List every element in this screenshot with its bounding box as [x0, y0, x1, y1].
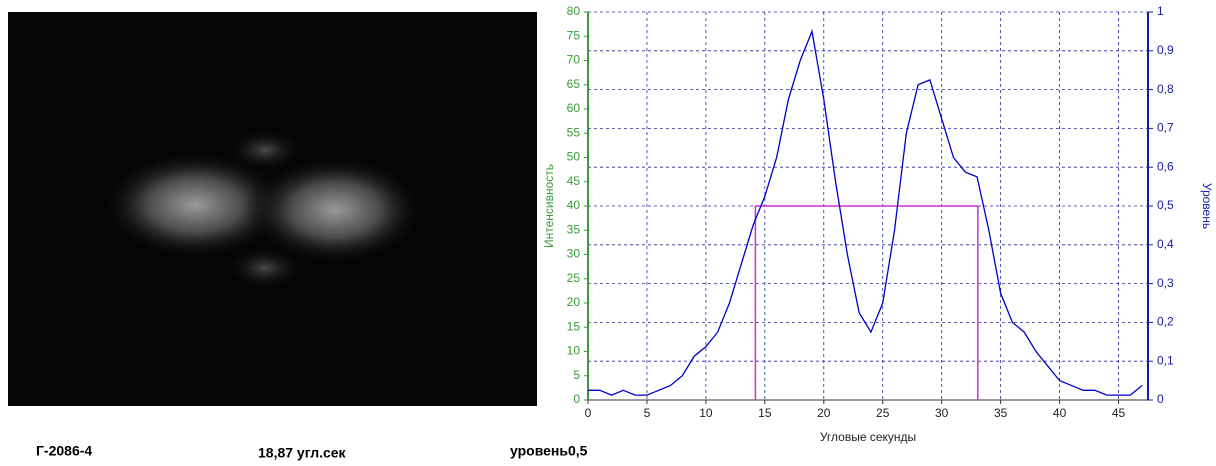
- y2-tick-label: 0,5: [1157, 198, 1174, 212]
- level-caption: уровень0,5: [510, 443, 588, 459]
- x-tick-label: 0: [585, 406, 592, 420]
- y-tick-label: 45: [567, 174, 581, 188]
- y2-tick-label: 0,6: [1157, 159, 1174, 173]
- y-tick-label: 20: [567, 295, 581, 309]
- intensity-line: [588, 29, 1143, 396]
- y-tick-label: 55: [567, 125, 581, 139]
- y-tick-label: 70: [567, 53, 581, 67]
- y2-tick-label: 0,2: [1157, 315, 1174, 329]
- y-axis-label: Интенсивность: [542, 164, 556, 248]
- y2-axis-label: Уровень: [1200, 183, 1214, 229]
- y2-tick-label: 0,7: [1157, 121, 1174, 135]
- y-tick-label: 40: [567, 198, 581, 212]
- x-tick-label: 45: [1112, 406, 1126, 420]
- y2-tick-label: 1: [1157, 4, 1164, 18]
- y-tick-label: 10: [567, 344, 581, 358]
- y-tick-label: 0: [573, 392, 580, 406]
- x-tick-label: 5: [644, 406, 651, 420]
- x-tick-label: 15: [758, 406, 772, 420]
- y-tick-label: 35: [567, 222, 581, 236]
- x-tick-label: 30: [935, 406, 949, 420]
- y-tick-label: 65: [567, 77, 581, 91]
- y-tick-label: 80: [567, 4, 581, 18]
- y-tick-label: 50: [567, 150, 581, 164]
- y-tick-label: 5: [573, 368, 580, 382]
- y2-tick-label: 0,8: [1157, 82, 1174, 96]
- x-tick-label: 10: [699, 406, 713, 420]
- y-tick-label: 25: [567, 271, 581, 285]
- x-tick-label: 40: [1053, 406, 1067, 420]
- y-tick-label: 30: [567, 247, 581, 261]
- x-tick-label: 35: [994, 406, 1008, 420]
- y-tick-label: 60: [567, 101, 581, 115]
- x-axis-label: Угловые секунды: [820, 430, 916, 444]
- y2-tick-label: 0,9: [1157, 43, 1174, 57]
- y2-tick-label: 0: [1157, 392, 1164, 406]
- sample-caption: Г-2086-4: [36, 443, 92, 459]
- y-tick-label: 15: [567, 319, 581, 333]
- x-tick-label: 20: [817, 406, 831, 420]
- beam-image: [8, 12, 537, 406]
- width-caption: 18,87 угл.сек: [258, 445, 347, 461]
- level-box: [754, 205, 979, 400]
- x-tick-label: 25: [876, 406, 890, 420]
- y2-tick-label: 0,3: [1157, 276, 1174, 290]
- y2-tick-label: 0,1: [1157, 353, 1174, 367]
- y-tick-label: 75: [567, 28, 581, 42]
- y2-tick-label: 0,4: [1157, 237, 1174, 251]
